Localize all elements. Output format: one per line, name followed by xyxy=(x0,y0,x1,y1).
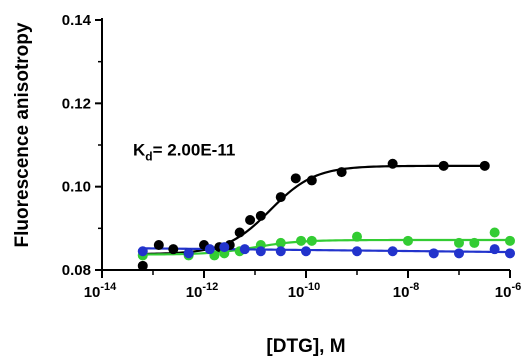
y-tick-label: 0.08 xyxy=(62,262,91,279)
data-point xyxy=(489,244,500,255)
x-tick-label: 10-6 xyxy=(495,281,521,301)
data-point xyxy=(454,248,464,259)
x-tick-label: 10-8 xyxy=(393,281,419,301)
data-point xyxy=(505,235,515,246)
data-point xyxy=(505,248,515,259)
data-point xyxy=(438,160,449,171)
data-point xyxy=(489,227,500,238)
data-point xyxy=(469,237,480,248)
data-point xyxy=(255,210,266,221)
data-point xyxy=(428,248,439,259)
x-axis-label: [DTG], M xyxy=(266,336,345,357)
kd-annotation: Kd= 2.00E-11 xyxy=(133,140,235,163)
data-point xyxy=(403,235,413,246)
data-point xyxy=(137,260,148,271)
data-point xyxy=(153,240,164,250)
x-tick-label: 10-12 xyxy=(186,281,219,301)
y-tick-label: 0.14 xyxy=(62,12,92,29)
axes xyxy=(95,18,511,278)
fit-curve-1 xyxy=(142,238,510,256)
data-point xyxy=(137,246,148,257)
data-point xyxy=(306,235,317,246)
data-point xyxy=(306,175,317,186)
data-point xyxy=(204,244,215,255)
data-point xyxy=(168,244,179,255)
data-point xyxy=(239,244,250,255)
data-point xyxy=(234,227,245,238)
tick-labels: 0.08 0.10 0.12 0.14 10-14 10-12 10-10 10-8 10-6 xyxy=(62,12,521,301)
x-tick-label: 10-14 xyxy=(84,281,117,301)
data-point xyxy=(352,231,362,242)
data-point xyxy=(290,173,301,184)
data-point xyxy=(479,160,490,171)
data-point xyxy=(275,246,286,257)
x-tick-label: 10-10 xyxy=(288,281,321,301)
data-point xyxy=(275,237,286,248)
data-points xyxy=(137,158,515,271)
data-point xyxy=(275,192,286,203)
data-point xyxy=(245,215,256,225)
data-point xyxy=(219,242,230,253)
data-point xyxy=(296,235,307,246)
data-point xyxy=(454,237,464,248)
y-tick-label: 0.10 xyxy=(62,179,91,196)
data-point xyxy=(183,248,194,259)
data-point xyxy=(387,246,398,257)
y-tick-label: 0.12 xyxy=(62,95,91,112)
y-axis-label: Fluorescence anisotropy xyxy=(12,22,33,247)
data-point xyxy=(387,158,398,169)
data-point xyxy=(336,167,347,178)
data-point xyxy=(352,246,362,257)
data-point xyxy=(301,246,311,257)
data-point xyxy=(255,246,266,257)
